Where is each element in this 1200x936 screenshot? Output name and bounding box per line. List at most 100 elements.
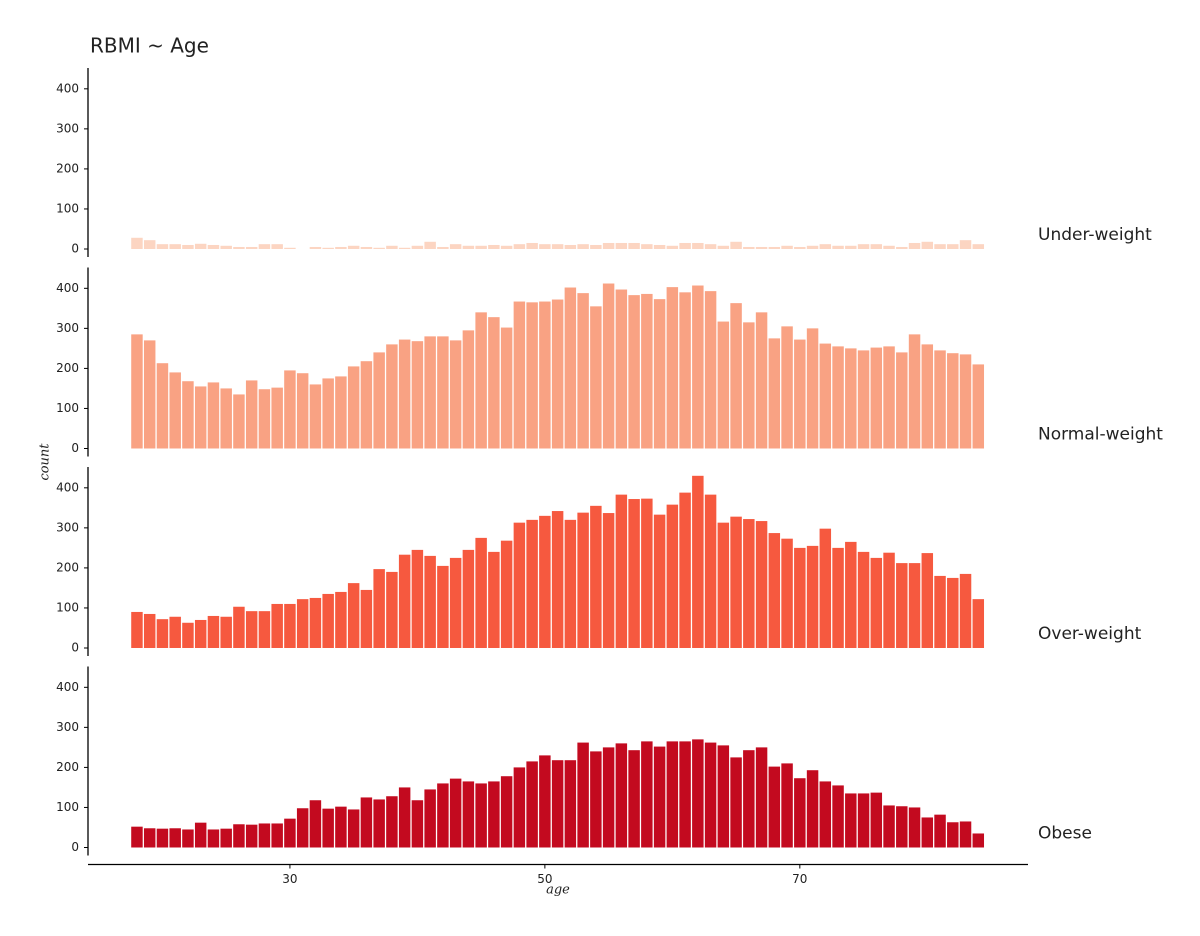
bar (870, 792, 883, 848)
y-tick-label: 300 (56, 520, 79, 534)
bar (908, 334, 921, 449)
bar (194, 822, 207, 848)
bar (424, 555, 436, 648)
bar (500, 776, 513, 848)
bar (870, 557, 883, 648)
y-tick-label: 0 (71, 241, 79, 255)
bar (500, 327, 513, 449)
bar (360, 246, 373, 249)
bar (959, 354, 972, 449)
bar (143, 240, 156, 249)
bar (857, 244, 870, 249)
bar (386, 796, 398, 848)
bar (908, 242, 921, 249)
y-tick-label: 100 (56, 401, 79, 415)
bar (449, 778, 462, 848)
bar (462, 330, 475, 449)
bar (794, 547, 806, 648)
bar (679, 242, 691, 249)
bar (653, 244, 666, 249)
bar (883, 245, 895, 249)
bar (411, 800, 424, 848)
bar (526, 519, 538, 648)
bar (539, 515, 551, 648)
bar (781, 326, 793, 449)
bar (743, 750, 755, 848)
bar (513, 301, 526, 449)
bar (131, 826, 143, 848)
bar (896, 246, 908, 249)
bar (921, 344, 934, 449)
bar (602, 513, 615, 648)
bar (475, 783, 487, 848)
bar (131, 611, 143, 648)
bar (488, 317, 500, 449)
y-axis-label: count (38, 443, 53, 481)
bar (730, 241, 742, 249)
bar (934, 244, 946, 249)
y-tick-label: 100 (56, 800, 79, 814)
bar (768, 338, 781, 449)
bar (794, 339, 806, 449)
bar (819, 528, 832, 648)
strip-label: Over-weight (1038, 624, 1142, 644)
bar (539, 244, 551, 249)
bar (513, 244, 526, 249)
bar (934, 814, 946, 848)
x-tick-label: 50 (537, 872, 552, 886)
bar (322, 247, 334, 249)
bar (896, 563, 908, 648)
bar (832, 785, 844, 848)
bar (271, 244, 283, 249)
bar (819, 244, 832, 249)
bar (462, 781, 475, 848)
bar (641, 293, 653, 449)
bar (156, 828, 169, 848)
bar (692, 475, 704, 648)
bar (947, 822, 959, 848)
y-tick-label: 200 (56, 760, 79, 774)
y-tick-label: 200 (56, 361, 79, 375)
bar (373, 569, 385, 648)
bar (245, 246, 258, 249)
bar (373, 247, 385, 249)
bar (870, 347, 883, 449)
bar (921, 817, 934, 848)
bar (896, 352, 908, 449)
bar (653, 299, 666, 449)
bar (794, 246, 806, 249)
bar (398, 787, 411, 848)
bar (666, 245, 679, 249)
bar (692, 739, 704, 848)
bar (194, 386, 207, 449)
bar (309, 800, 322, 848)
bar (857, 793, 870, 848)
bar (857, 551, 870, 648)
bar (615, 242, 628, 249)
bar (398, 339, 411, 449)
bar (602, 283, 615, 449)
bar (322, 808, 334, 848)
bar (615, 289, 628, 449)
y-tick-label: 100 (56, 201, 79, 215)
bar (284, 370, 296, 449)
bar (679, 741, 691, 848)
bar (704, 742, 717, 848)
bar (972, 833, 985, 848)
bar (628, 295, 640, 449)
bar (590, 751, 602, 848)
bar (730, 516, 742, 648)
bar (947, 577, 959, 648)
bar (959, 821, 972, 848)
bar (169, 616, 181, 648)
x-tick-label: 30 (282, 872, 297, 886)
bar (500, 540, 513, 648)
bar (309, 384, 322, 449)
bar (692, 242, 704, 249)
y-tick-label: 300 (56, 121, 79, 135)
bar (347, 366, 360, 449)
bar (169, 828, 181, 848)
bar (386, 571, 398, 648)
bar (271, 387, 283, 449)
bar (539, 301, 551, 449)
